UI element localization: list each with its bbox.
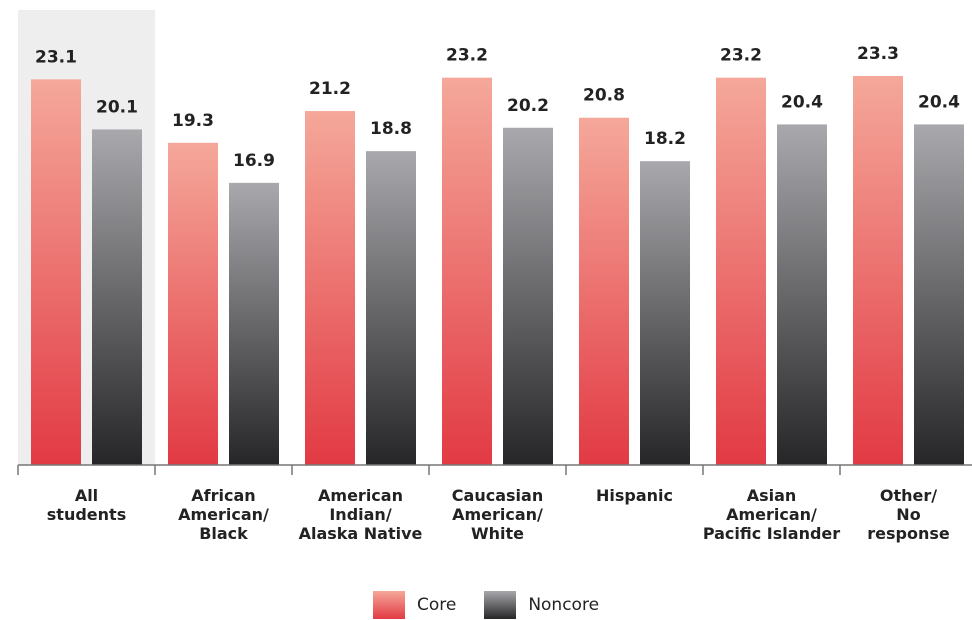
data-label-core: 19.3 bbox=[172, 111, 214, 131]
x-tick-label: Hispanic bbox=[596, 486, 673, 505]
x-tick-label: American Indian/Alaska Native bbox=[299, 486, 423, 543]
data-label-core: 23.2 bbox=[720, 46, 762, 66]
data-label-noncore: 20.4 bbox=[918, 92, 960, 112]
legend-swatch-noncore bbox=[484, 591, 517, 619]
x-tick-label: Caucasian American/White bbox=[452, 486, 543, 543]
data-label-noncore: 18.2 bbox=[644, 129, 686, 149]
x-tick-label: Asian American/Pacific Islander bbox=[703, 486, 840, 543]
data-label-noncore: 20.4 bbox=[781, 92, 823, 112]
chart: 23.1 20.1 All students 19.3 16.9 African Americ… bbox=[17, 10, 972, 543]
legend-swatch-core bbox=[372, 591, 405, 619]
data-label-noncore: 16.9 bbox=[233, 151, 275, 171]
legend: Core Noncore bbox=[0, 590, 972, 620]
data-label-core: 23.2 bbox=[446, 46, 488, 66]
bar-noncore bbox=[640, 161, 690, 465]
legend-label-core: Core bbox=[416, 595, 457, 615]
bar-core bbox=[168, 142, 218, 465]
legend-item-noncore: Noncore bbox=[484, 591, 599, 619]
bar-core bbox=[853, 76, 903, 465]
data-label-core: 23.1 bbox=[35, 47, 77, 67]
bar-noncore bbox=[777, 124, 827, 465]
bar-noncore bbox=[503, 127, 553, 465]
data-label-noncore: 20.2 bbox=[507, 96, 549, 116]
legend-item-core: Core bbox=[372, 591, 457, 619]
legend-label-noncore: Noncore bbox=[528, 595, 600, 615]
bar-core bbox=[716, 77, 766, 465]
data-label-core: 23.3 bbox=[857, 44, 899, 64]
bar-noncore bbox=[92, 129, 142, 465]
data-label-core: 20.8 bbox=[583, 86, 625, 106]
data-label-core: 21.2 bbox=[309, 79, 351, 99]
bar-noncore bbox=[229, 182, 279, 465]
x-tick-label: All students bbox=[47, 486, 126, 524]
bar-core bbox=[442, 77, 492, 465]
bar-core bbox=[579, 117, 629, 466]
bar-core bbox=[31, 79, 81, 466]
bar-noncore bbox=[914, 124, 964, 465]
bar-core bbox=[305, 111, 355, 465]
data-label-noncore: 18.8 bbox=[370, 119, 412, 139]
x-tick-label: African American/Black bbox=[178, 486, 269, 543]
x-tick-label: Other/No response bbox=[867, 486, 950, 543]
data-label-noncore: 20.1 bbox=[96, 97, 138, 117]
bar-noncore bbox=[366, 151, 416, 465]
